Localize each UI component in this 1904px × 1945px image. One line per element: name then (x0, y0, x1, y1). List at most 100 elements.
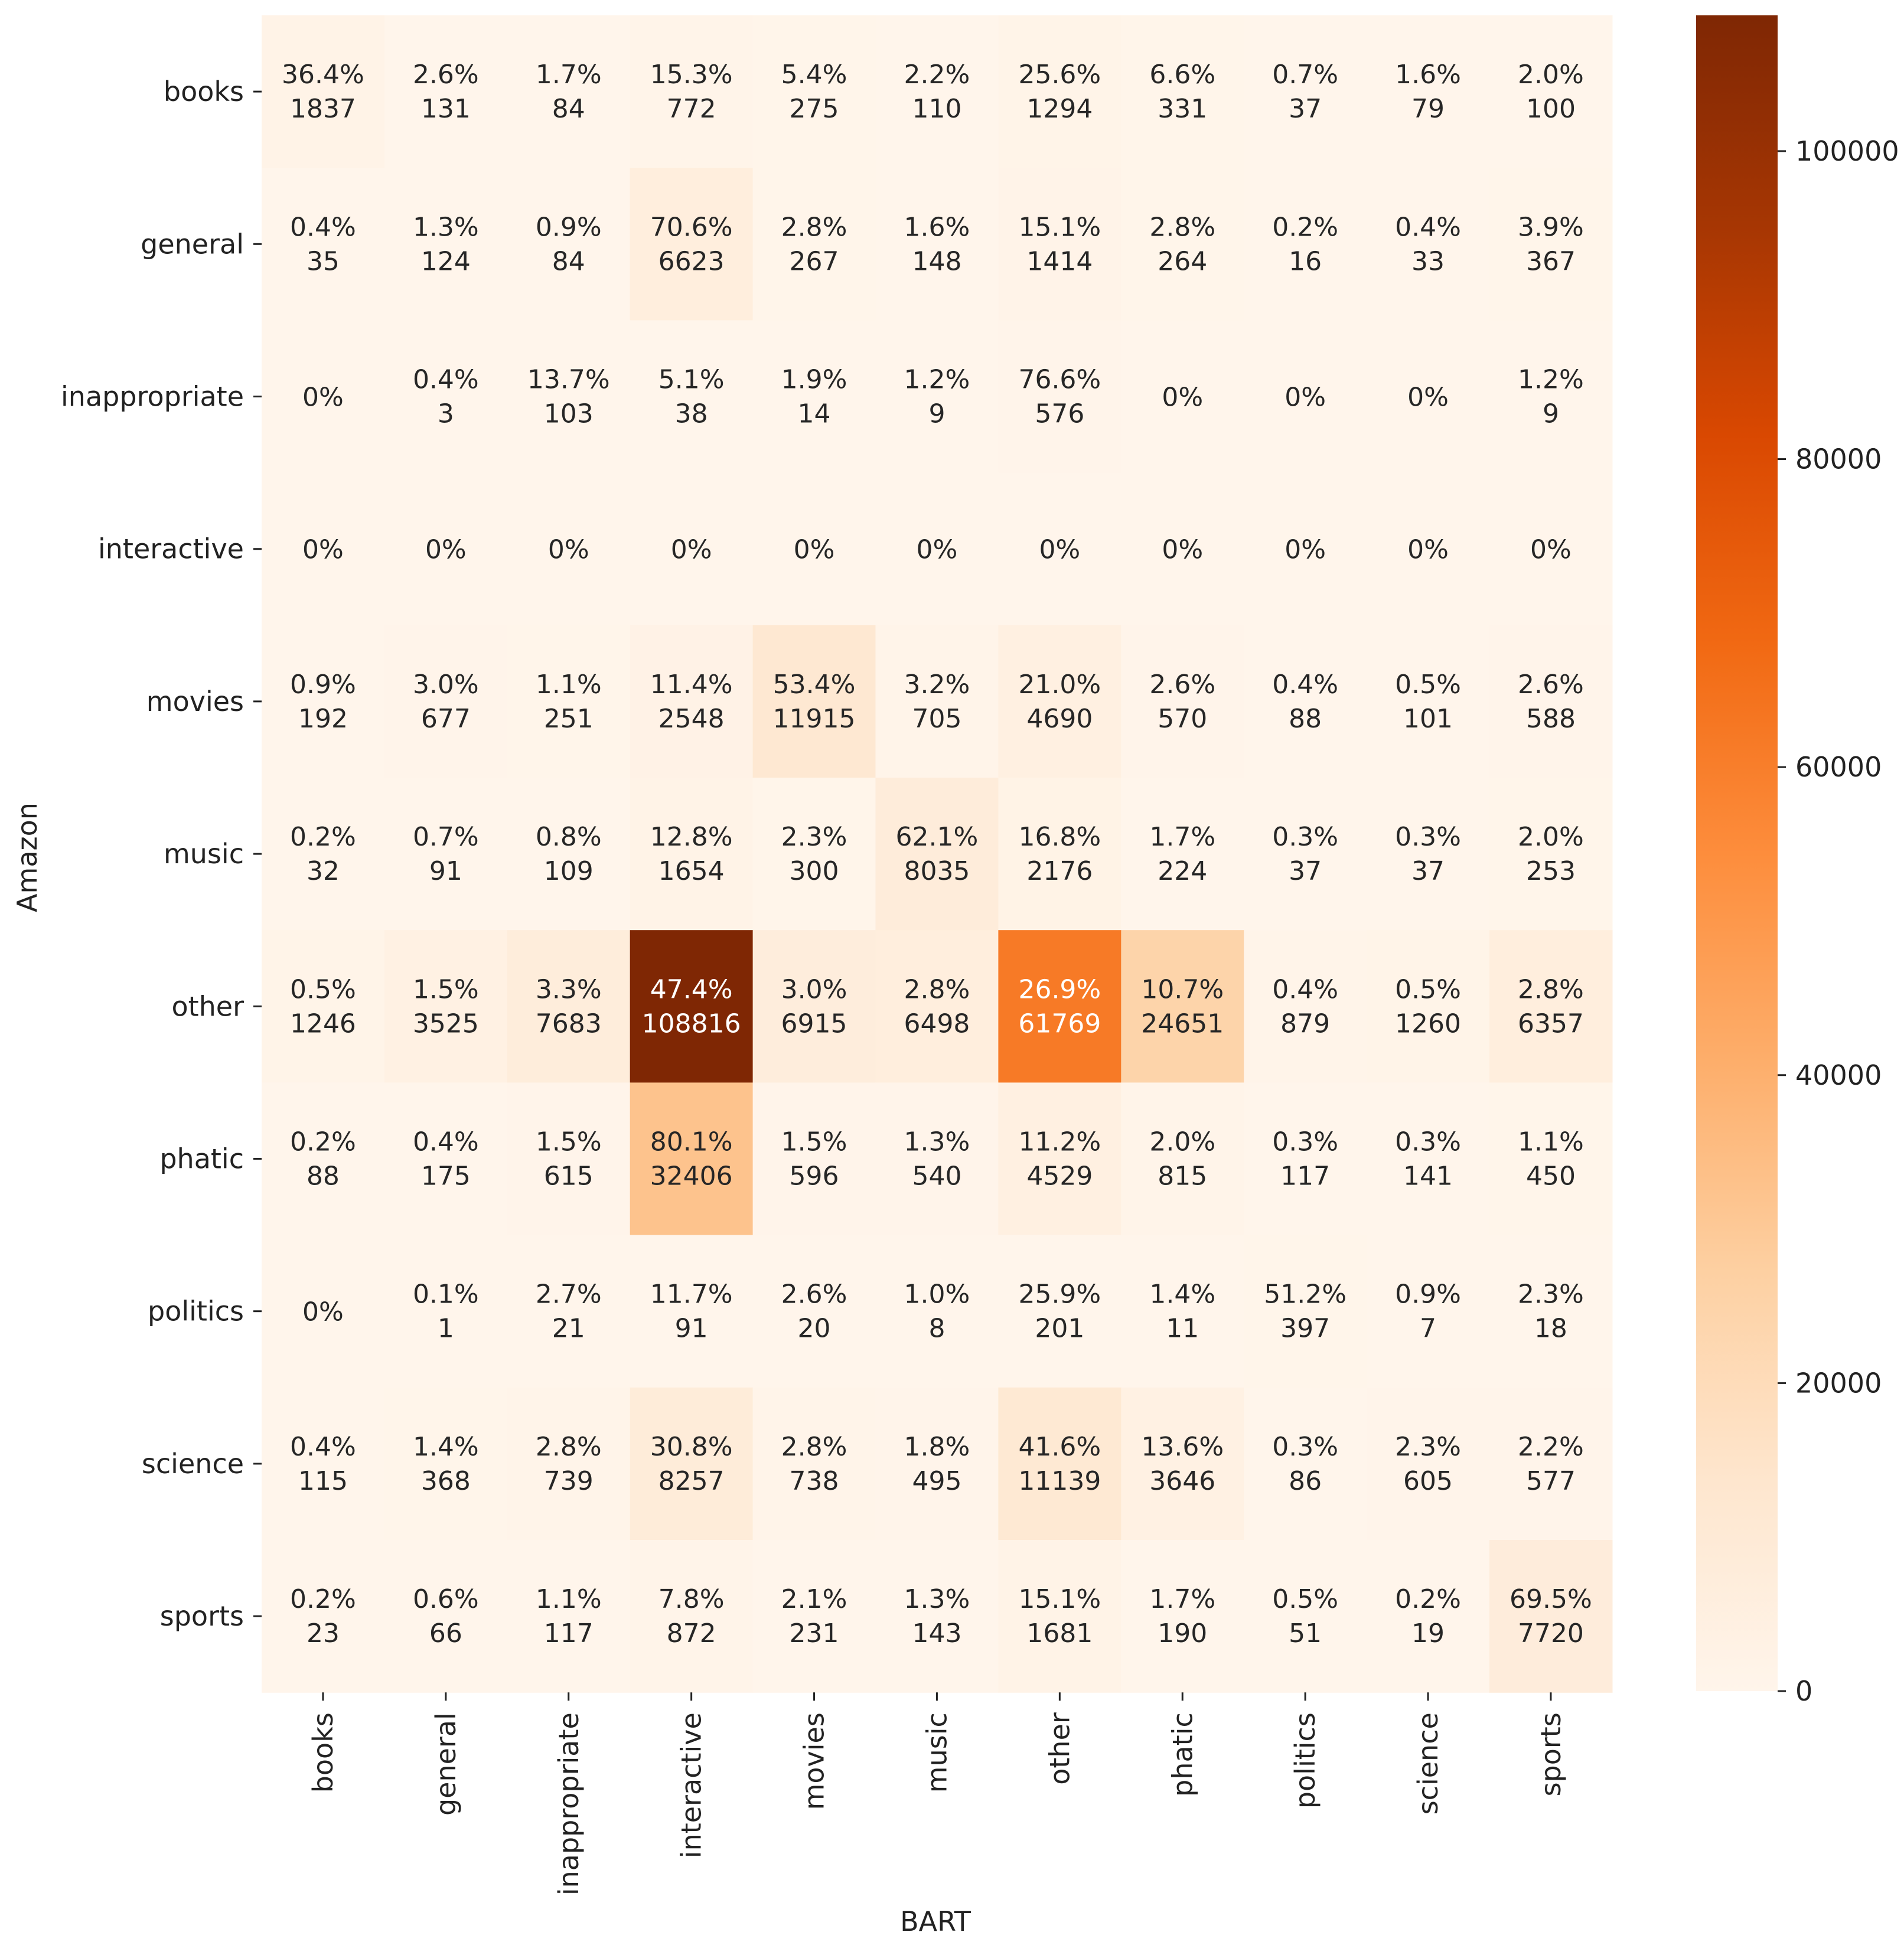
heatmap-cell (262, 930, 385, 1083)
cell-count-label: 79 (1411, 94, 1445, 124)
cell-count-label: 109 (544, 856, 594, 886)
heatmap-cell (1489, 168, 1613, 321)
cell-percent-label: 0% (1407, 383, 1449, 413)
cell-percent-label: 36.4% (282, 60, 364, 90)
cell-percent-label: 1.3% (904, 1584, 970, 1614)
heatmap-cell (384, 1540, 508, 1693)
cell-count-label: 7720 (1518, 1618, 1584, 1649)
cell-percent-label: 0.2% (290, 1584, 356, 1614)
cell-count-label: 3 (438, 399, 454, 429)
heatmap-cell (1489, 472, 1613, 626)
cell-percent-label: 2.0% (1149, 1127, 1215, 1157)
x-tick-label: phatic (1166, 1712, 1198, 1797)
cell-percent-label: 0.4% (290, 1432, 356, 1462)
cell-percent-label: 2.3% (781, 822, 847, 852)
cell-percent-label: 11.2% (1018, 1127, 1101, 1157)
heatmap-cell (752, 625, 876, 778)
cell-count-label: 1654 (658, 856, 725, 886)
cell-count-label: 21 (552, 1314, 585, 1344)
cell-count-label: 141 (1403, 1161, 1453, 1192)
cell-count-label: 1246 (290, 1009, 356, 1039)
heatmap-cell (998, 320, 1121, 474)
cell-percent-label: 0% (1284, 535, 1326, 565)
cell-count-label: 570 (1158, 704, 1207, 734)
heatmap-cell (752, 1235, 876, 1388)
cell-count-label: 23 (307, 1618, 340, 1649)
cell-count-label: 540 (912, 1161, 961, 1192)
cell-percent-label: 1.4% (1149, 1280, 1215, 1310)
cell-count-label: 231 (790, 1618, 839, 1649)
cell-count-label: 61769 (1018, 1009, 1101, 1039)
cell-count-label: 201 (1035, 1314, 1084, 1344)
cell-count-label: 16 (1289, 246, 1322, 276)
heatmap-cell (384, 168, 508, 321)
cell-percent-label: 2.8% (536, 1432, 602, 1462)
heatmap-cell (630, 1235, 754, 1388)
cell-percent-label: 13.7% (527, 365, 610, 395)
heatmap-cell (630, 1387, 754, 1541)
cell-percent-label: 0% (917, 535, 958, 565)
cell-percent-label: 0.8% (536, 822, 602, 852)
heatmap-cell (1244, 1540, 1367, 1693)
heatmap-cell (875, 778, 999, 931)
cell-count-label: 495 (912, 1466, 961, 1496)
heatmap-cell (507, 168, 631, 321)
heatmap-cell (875, 1540, 999, 1693)
cell-percent-label: 10.7% (1141, 974, 1224, 1004)
cell-percent-label: 2.8% (781, 1432, 847, 1462)
cell-percent-label: 0.4% (1272, 670, 1338, 700)
heatmap-cell (998, 168, 1121, 321)
cell-count-label: 6357 (1518, 1009, 1584, 1039)
heatmap-cell (507, 930, 631, 1083)
cell-count-label: 11139 (1018, 1466, 1101, 1496)
cell-count-label: 110 (912, 94, 961, 124)
cell-count-label: 588 (1526, 704, 1576, 734)
heatmap-cell (507, 625, 631, 778)
cell-percent-label: 80.1% (650, 1127, 733, 1157)
cell-count-label: 1294 (1026, 94, 1093, 124)
heatmap-cell (1489, 1082, 1613, 1236)
cell-percent-label: 5.1% (658, 365, 725, 395)
cell-count-label: 3646 (1149, 1466, 1215, 1496)
cell-count-label: 1837 (290, 94, 356, 124)
cell-percent-label: 0% (671, 535, 712, 565)
cell-percent-label: 0.9% (290, 670, 356, 700)
heatmap-cell (630, 625, 754, 778)
cell-percent-label: 0% (302, 383, 344, 413)
heatmap-cell (998, 778, 1121, 931)
heatmap-cell (1244, 168, 1367, 321)
heatmap-cell (262, 320, 385, 474)
heatmap-cell (752, 778, 876, 931)
heatmap-cell (384, 625, 508, 778)
cell-count-label: 872 (667, 1618, 716, 1649)
cell-count-label: 4690 (1026, 704, 1093, 734)
colorbar-tick-label: 60000 (1795, 751, 1882, 783)
cell-percent-label: 15.1% (1018, 212, 1101, 242)
cell-count-label: 605 (1403, 1466, 1453, 1496)
cell-count-label: 175 (421, 1161, 471, 1192)
cell-count-label: 8257 (658, 1466, 725, 1496)
cell-count-label: 86 (1289, 1466, 1322, 1496)
cell-percent-label: 2.1% (781, 1584, 847, 1614)
cell-percent-label: 0% (1162, 535, 1203, 565)
x-tick-label: science (1412, 1712, 1444, 1815)
heatmap-cell (1367, 930, 1490, 1083)
cell-count-label: 815 (1158, 1161, 1207, 1192)
heatmap-cell (507, 1235, 631, 1388)
cell-count-label: 300 (790, 856, 839, 886)
cell-percent-label: 1.1% (536, 1584, 602, 1614)
heatmap-cell (1121, 778, 1244, 931)
y-tick-labels: books general inappropriate interactive movi… (61, 76, 262, 1632)
colorbar-tick-label: 20000 (1795, 1367, 1882, 1399)
heatmap-cell (507, 472, 631, 626)
cell-count-label: 738 (790, 1466, 839, 1496)
heatmap-cell (507, 778, 631, 931)
x-tick-label: music (921, 1712, 953, 1793)
heatmap-cell (1244, 472, 1367, 626)
cell-count-label: 224 (1158, 856, 1207, 886)
cell-percent-label: 0.3% (1272, 1127, 1338, 1157)
cell-percent-label: 0.5% (290, 974, 356, 1004)
heatmap-cell (752, 1540, 876, 1693)
y-tick-label: phatic (159, 1143, 244, 1175)
heatmap-cell (1121, 625, 1244, 778)
